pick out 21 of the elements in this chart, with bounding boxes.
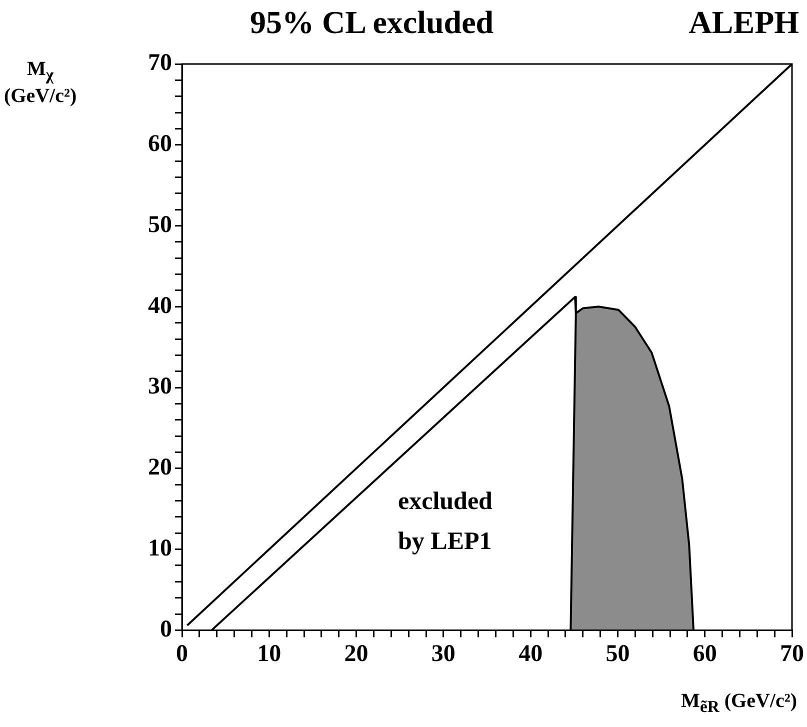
x-tick-label: 40: [518, 640, 543, 667]
y-tick-label: 20: [148, 454, 172, 481]
y-tick-label: 50: [148, 212, 172, 238]
y-tick-label: 30: [148, 374, 172, 400]
y-tick-label: 0: [160, 616, 172, 642]
y-tick-label: 10: [148, 536, 172, 562]
x-tick-label: 20: [344, 640, 368, 667]
x-tick-label: 10: [257, 640, 282, 667]
x-tick-label: 60: [692, 640, 717, 667]
chart-title: 95% CL excluded: [250, 4, 494, 41]
y-axis-title: M$_{χ}$ (GeV/c²): [4, 58, 77, 108]
x-axis-title: M$_{ẽR}$ (GeV/c²): [681, 690, 797, 717]
text: ALEPH: [688, 4, 799, 41]
y-tick-label: 70: [148, 50, 172, 76]
x-tick-label: 30: [431, 640, 456, 667]
y-tick-label: 60: [148, 131, 172, 158]
x-tick-label: 70: [780, 640, 804, 667]
x-tick-label: 50: [606, 640, 630, 667]
x-tick-label: 0: [176, 640, 188, 667]
y-tick-label: 40: [148, 292, 172, 319]
annotation: excluded by LEP1: [398, 487, 494, 557]
